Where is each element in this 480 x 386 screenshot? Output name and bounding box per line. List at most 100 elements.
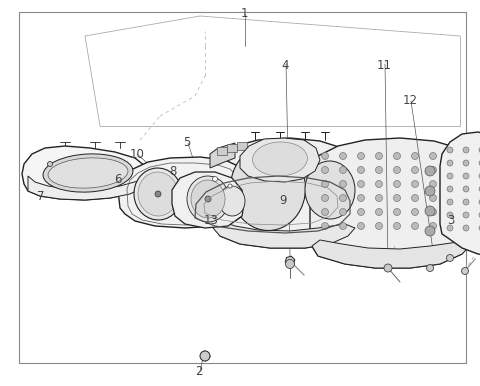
Circle shape [447, 166, 455, 173]
Circle shape [339, 152, 347, 159]
Text: 7: 7 [37, 190, 45, 203]
Text: 10: 10 [130, 148, 144, 161]
Polygon shape [466, 171, 474, 216]
Circle shape [322, 222, 328, 230]
Ellipse shape [252, 142, 308, 176]
Ellipse shape [191, 180, 225, 218]
Polygon shape [210, 143, 235, 168]
Circle shape [200, 351, 210, 361]
Circle shape [447, 147, 453, 153]
Circle shape [394, 195, 400, 201]
Circle shape [447, 173, 453, 179]
Circle shape [375, 152, 383, 159]
Circle shape [479, 160, 480, 166]
Ellipse shape [453, 211, 467, 221]
Ellipse shape [453, 193, 467, 203]
Circle shape [447, 195, 455, 201]
Circle shape [425, 186, 435, 196]
Circle shape [358, 195, 364, 201]
Text: 9: 9 [279, 194, 287, 207]
Circle shape [425, 166, 435, 176]
Polygon shape [440, 132, 480, 256]
Ellipse shape [43, 154, 133, 192]
Circle shape [463, 147, 469, 153]
Ellipse shape [182, 178, 214, 213]
Circle shape [411, 152, 419, 159]
Circle shape [394, 222, 400, 230]
Bar [237, 142, 247, 150]
Polygon shape [28, 176, 148, 200]
Text: 4: 4 [282, 59, 289, 72]
Circle shape [358, 181, 364, 188]
Circle shape [322, 208, 328, 215]
Polygon shape [310, 138, 474, 268]
Ellipse shape [138, 172, 178, 216]
Bar [217, 147, 227, 155]
Circle shape [463, 212, 469, 218]
Text: 11: 11 [376, 59, 392, 72]
Circle shape [322, 181, 328, 188]
Circle shape [463, 225, 469, 231]
Circle shape [339, 166, 347, 173]
Circle shape [479, 199, 480, 205]
Circle shape [479, 225, 480, 231]
Circle shape [430, 195, 436, 201]
Circle shape [375, 208, 383, 215]
Circle shape [411, 166, 419, 173]
Circle shape [447, 160, 453, 166]
Ellipse shape [48, 158, 128, 188]
Circle shape [430, 208, 436, 215]
Circle shape [463, 186, 469, 192]
Bar [227, 144, 237, 152]
Circle shape [394, 208, 400, 215]
Circle shape [384, 264, 392, 272]
Circle shape [375, 195, 383, 201]
Ellipse shape [453, 175, 467, 185]
Circle shape [447, 199, 453, 205]
Text: 3: 3 [447, 213, 455, 227]
Polygon shape [285, 256, 295, 266]
Circle shape [339, 222, 347, 230]
Circle shape [195, 193, 201, 198]
Circle shape [394, 181, 400, 188]
Circle shape [48, 161, 52, 166]
Circle shape [461, 267, 468, 274]
Circle shape [322, 166, 328, 173]
Polygon shape [22, 146, 148, 200]
Circle shape [358, 222, 364, 230]
Polygon shape [213, 221, 355, 248]
Circle shape [286, 259, 295, 269]
Ellipse shape [179, 175, 217, 217]
Circle shape [447, 225, 453, 231]
Circle shape [411, 222, 419, 230]
Circle shape [447, 208, 455, 215]
Circle shape [447, 206, 457, 216]
Circle shape [479, 147, 480, 153]
Circle shape [430, 152, 436, 159]
Circle shape [213, 176, 217, 181]
Circle shape [228, 184, 232, 188]
Ellipse shape [219, 186, 245, 216]
Circle shape [411, 181, 419, 188]
Circle shape [358, 208, 364, 215]
Ellipse shape [134, 168, 182, 220]
Ellipse shape [453, 229, 467, 239]
Circle shape [446, 254, 454, 261]
Circle shape [375, 166, 383, 173]
Circle shape [375, 222, 383, 230]
Text: 1: 1 [241, 7, 249, 20]
Circle shape [447, 222, 455, 230]
Circle shape [430, 181, 436, 188]
Text: 8: 8 [169, 165, 177, 178]
Circle shape [394, 152, 400, 159]
Text: 5: 5 [183, 136, 191, 149]
Circle shape [447, 166, 457, 176]
Polygon shape [312, 240, 470, 268]
Circle shape [425, 206, 435, 216]
Circle shape [447, 212, 453, 218]
Ellipse shape [187, 176, 229, 222]
Circle shape [339, 181, 347, 188]
Circle shape [427, 264, 433, 271]
Circle shape [479, 186, 480, 192]
Text: 13: 13 [204, 213, 218, 227]
